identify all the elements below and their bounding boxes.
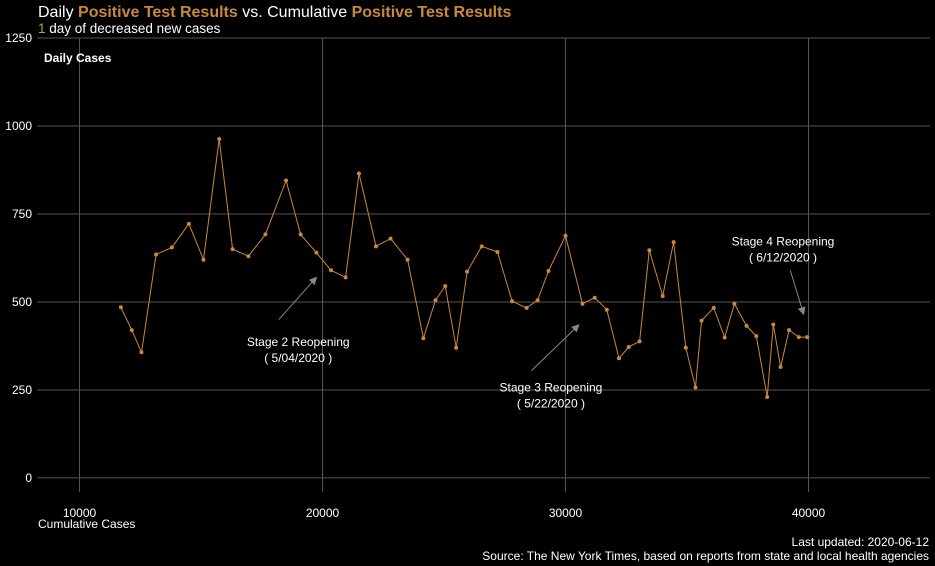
subtitle-count: 1 — [38, 21, 46, 36]
data-point — [263, 232, 268, 237]
title-highlight-1: Positive Test Results — [78, 4, 238, 21]
data-point — [626, 345, 631, 350]
annotation-arrow — [531, 324, 580, 371]
data-point — [771, 322, 776, 327]
data-point — [671, 240, 676, 245]
x-axis-label: Cumulative Cases — [38, 517, 135, 531]
data-point — [314, 250, 319, 255]
data-point — [711, 305, 716, 310]
data-point — [722, 335, 727, 340]
title-part-1: Daily — [38, 4, 79, 21]
data-point — [732, 301, 737, 306]
data-point — [118, 305, 123, 310]
x-tick-label: 20000 — [306, 506, 340, 520]
data-point — [169, 245, 174, 250]
annotation-arrow — [278, 276, 318, 320]
data-point — [524, 305, 529, 310]
data-point — [246, 254, 251, 259]
data-point — [699, 318, 704, 323]
data-point — [329, 268, 334, 273]
data-point — [388, 236, 393, 241]
data-point — [604, 307, 609, 312]
annotation-date: ( 5/04/2020 ) — [264, 351, 332, 365]
chart-subtitle: 1 day of decreased new cases — [38, 21, 220, 36]
series-line — [120, 138, 808, 398]
data-point — [805, 335, 810, 340]
data-point — [510, 299, 515, 304]
data-point — [592, 295, 597, 300]
data-point — [217, 137, 222, 142]
data-point — [563, 233, 568, 238]
data-point — [660, 293, 665, 298]
data-point — [546, 268, 551, 273]
data-point — [465, 269, 470, 274]
data-point — [343, 275, 348, 280]
data-point — [616, 356, 621, 361]
y-tick-label: 1000 — [5, 119, 32, 133]
data-point — [405, 257, 410, 262]
data-point — [765, 394, 770, 399]
data-point — [454, 345, 459, 350]
data-point — [637, 339, 642, 344]
data-point — [433, 298, 438, 303]
y-tick-label: 500 — [12, 295, 32, 309]
annotation-label: Stage 4 Reopening — [732, 235, 835, 249]
x-tick-label: 10000 — [63, 506, 97, 520]
data-point — [535, 298, 540, 303]
data-point — [796, 335, 801, 340]
title-highlight-2: Positive Test Results — [351, 4, 512, 21]
data-point — [373, 244, 378, 249]
y-tick-label: 750 — [12, 207, 32, 221]
data-point — [778, 365, 783, 370]
data-point — [443, 284, 448, 289]
data-point — [139, 350, 144, 355]
data-point — [647, 248, 652, 253]
annotation-date: ( 6/12/2020 ) — [749, 251, 817, 265]
data-point — [744, 323, 749, 328]
data-point — [284, 178, 289, 183]
chart-title: Daily Positive Test Results vs. Cumulati… — [38, 4, 511, 22]
annotation-arrow — [789, 270, 806, 316]
data-point — [230, 247, 235, 252]
data-point — [129, 328, 134, 333]
subtitle-text: day of decreased new cases — [45, 21, 221, 36]
last-updated: Last updated: 2020-06-12 — [791, 535, 929, 549]
data-point — [298, 232, 303, 237]
data-point — [201, 257, 206, 262]
annotation-label: Stage 2 Reopening — [247, 335, 350, 349]
data-point — [683, 345, 688, 350]
y-tick-label: 250 — [12, 383, 32, 397]
y-tick-label: 1250 — [5, 31, 32, 45]
data-point — [787, 328, 792, 333]
data-point — [479, 244, 484, 249]
data-point — [495, 249, 500, 254]
source-note: Source: The New York Times, based on rep… — [482, 549, 929, 563]
title-part-2: vs. Cumulative — [237, 4, 352, 21]
data-point — [693, 385, 698, 390]
data-point — [356, 171, 361, 176]
annotation-label: Stage 3 Reopening — [500, 381, 603, 395]
data-point — [421, 336, 426, 341]
data-point — [580, 301, 585, 306]
y-tick-label: 0 — [25, 471, 32, 485]
data-point — [186, 221, 191, 226]
annotation-date: ( 5/22/2020 ) — [517, 397, 585, 411]
y-axis-label: Daily Cases — [44, 51, 112, 65]
data-point — [154, 252, 159, 257]
x-tick-label: 30000 — [549, 506, 583, 520]
x-tick-label: 40000 — [792, 506, 826, 520]
data-point — [754, 334, 759, 339]
